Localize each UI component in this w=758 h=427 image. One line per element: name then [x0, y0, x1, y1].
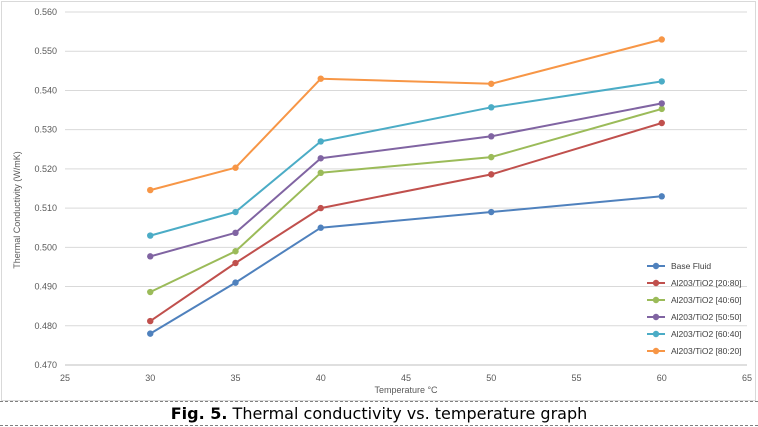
legend-marker	[652, 313, 660, 321]
x-axis-title: Temperature °C	[374, 385, 438, 395]
data-point	[317, 155, 324, 162]
data-point	[147, 253, 154, 260]
series-5	[147, 78, 665, 239]
gridlines	[65, 11, 747, 327]
data-point	[232, 279, 239, 286]
data-point	[232, 208, 239, 216]
data-point	[658, 100, 665, 107]
legend-item: Al203/TiO2 [20:80]	[647, 278, 742, 288]
series-line	[149, 122, 663, 322]
data-point	[317, 169, 324, 177]
data-point	[147, 317, 154, 325]
series-line	[150, 102, 662, 258]
y-tick-label: 0.550	[34, 46, 57, 56]
x-tick-label: 35	[230, 373, 240, 383]
legend-marker	[652, 262, 660, 270]
data-point	[658, 119, 665, 127]
x-tick-label: 45	[401, 373, 411, 383]
caption-label: Fig. 5.	[170, 404, 228, 423]
data-point	[317, 138, 324, 145]
line-chart: 0.470 0.480 0.490 0.500 0.510 0.520 0.530 0.540…	[12, 7, 752, 395]
caption-rule-bottom	[0, 425, 758, 426]
chart-area: 0.470 0.480 0.490 0.500 0.510 0.520 0.530 0.540…	[1, 1, 756, 401]
data-point	[488, 208, 495, 216]
legend-label: Base Fluid	[671, 261, 711, 271]
legend-item: Al203/TiO2 [40:60]	[647, 295, 742, 305]
caption-text: Thermal conductivity vs. temperature gra…	[227, 404, 588, 423]
legend-label: Al203/TiO2 [80:20]	[671, 346, 742, 356]
series-lines	[147, 36, 665, 337]
legend-label: Al203/TiO2 [20:80]	[671, 278, 742, 288]
legend-label: Al203/TiO2 [50:50]	[671, 312, 742, 322]
data-point	[488, 80, 495, 87]
legend-item: Al203/TiO2 [80:20]	[647, 346, 742, 356]
data-point	[658, 36, 665, 43]
series-6	[147, 36, 665, 194]
data-point	[488, 104, 495, 111]
series-2	[147, 119, 665, 325]
legend-marker	[652, 347, 660, 355]
x-tick-label: 60	[657, 373, 667, 383]
series-line	[149, 195, 662, 335]
legend-label: Al203/TiO2 [40:60]	[671, 295, 742, 305]
y-tick-label: 0.500	[34, 242, 57, 252]
y-axis-ticks: 0.470 0.480 0.490 0.500 0.510 0.520 0.530 0.540…	[34, 7, 57, 370]
y-tick-label: 0.540	[34, 85, 57, 95]
x-tick-label: 50	[486, 373, 496, 383]
data-point	[658, 105, 665, 113]
x-tick-label: 65	[742, 373, 752, 383]
series-line	[150, 80, 662, 237]
data-point	[232, 164, 239, 171]
y-tick-label: 0.490	[34, 282, 57, 292]
data-point	[147, 288, 154, 296]
data-point	[232, 248, 239, 255]
figure-caption: Fig. 5. Thermal conductivity vs. tempera…	[0, 403, 758, 425]
legend-marker	[652, 279, 660, 287]
x-axis-ticks: 25 30 35 40 45 50 55 60 65	[60, 373, 752, 383]
y-axis-title: Thermal Conductivity (W/mK)	[12, 151, 22, 269]
data-point	[317, 204, 324, 212]
y-tick-label: 0.560	[34, 7, 57, 17]
y-tick-label: 0.470	[34, 360, 57, 370]
data-point	[317, 75, 324, 82]
caption-rule-top	[0, 401, 758, 402]
x-tick-label: 25	[60, 373, 70, 383]
data-point	[147, 186, 154, 194]
data-point	[488, 133, 495, 140]
legend-item: Al203/TiO2 [60:40]	[647, 329, 742, 339]
legend: Base Fluid Al203/TiO2 [20:80] Al203/TiO2 […	[647, 261, 742, 356]
data-point	[658, 78, 665, 85]
data-point	[147, 330, 154, 337]
legend-item: Al203/TiO2 [50:50]	[647, 312, 742, 322]
y-tick-label: 0.520	[34, 164, 57, 174]
data-point	[658, 193, 665, 200]
x-tick-label: 40	[316, 373, 326, 383]
x-tick-label: 30	[145, 373, 155, 383]
legend-marker	[652, 330, 660, 338]
legend-item: Base Fluid	[647, 261, 711, 271]
x-tick-label: 55	[571, 373, 581, 383]
series-1	[147, 193, 665, 337]
data-point	[147, 232, 154, 239]
data-point	[488, 153, 495, 161]
data-point	[317, 224, 324, 231]
series-4	[147, 100, 665, 260]
data-point	[488, 171, 495, 178]
data-point	[232, 259, 239, 267]
y-tick-label: 0.480	[34, 321, 57, 331]
legend-label: Al203/TiO2 [60:40]	[671, 329, 742, 339]
data-point	[232, 229, 239, 237]
y-tick-label: 0.530	[34, 125, 57, 135]
series-3	[147, 105, 665, 296]
series-line	[150, 38, 663, 192]
legend-marker	[652, 296, 660, 304]
series-line	[149, 107, 663, 293]
y-tick-label: 0.510	[34, 203, 57, 213]
